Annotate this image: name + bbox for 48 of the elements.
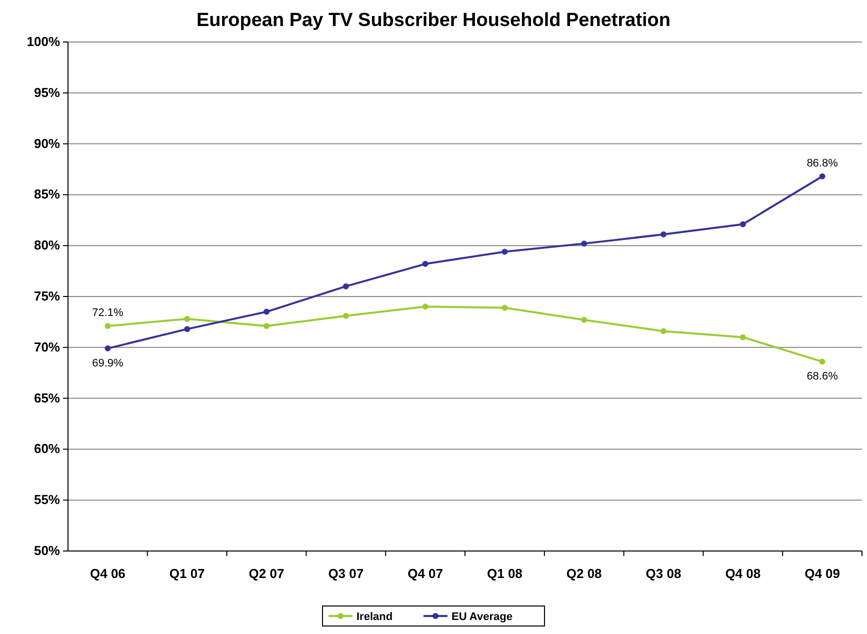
point (502, 248, 508, 255)
y-tick-label: 90% (34, 136, 60, 151)
data-label: 72.1% (92, 307, 124, 320)
x-tick-label: Q4 09 (804, 566, 840, 581)
point (264, 323, 270, 330)
point (422, 304, 428, 310)
y-tick-label: 50% (34, 543, 60, 558)
point (422, 260, 428, 267)
y-tick-label: 85% (34, 186, 60, 202)
point (342, 283, 349, 290)
point (184, 316, 190, 322)
x-tick-label: Q4 06 (90, 566, 126, 581)
x-tick-label: Q2 08 (566, 566, 602, 581)
x-tick-label: Q2 07 (248, 566, 284, 581)
data-label: 86.8% (806, 157, 838, 170)
point (264, 308, 270, 315)
point (819, 358, 826, 365)
point (104, 345, 111, 352)
point (740, 221, 746, 228)
y-tick-label: 65% (34, 390, 60, 406)
point (660, 328, 666, 334)
point (184, 326, 190, 332)
x-tick-label: Q1 07 (169, 566, 205, 581)
x-tick-label: Q3 07 (328, 566, 364, 581)
point (342, 312, 349, 319)
y-tick-label: 100% (26, 34, 60, 49)
y-tick-label: 80% (34, 238, 60, 253)
point (502, 304, 508, 311)
y-tick-label: 70% (34, 339, 60, 354)
x-tick-label: Q4 07 (408, 566, 444, 581)
point (740, 334, 746, 340)
x-tick-label: Q4 08 (725, 566, 761, 581)
y-tick-label: 55% (34, 492, 60, 508)
chart-title: European Pay TV Subscriber Household Penetration (196, 10, 671, 31)
point (104, 323, 111, 330)
x-tick-label: Q3 08 (646, 566, 682, 581)
point (819, 173, 826, 180)
y-tick-label: 60% (34, 441, 60, 456)
x-tick-label: Q1 08 (486, 566, 522, 581)
point (660, 231, 666, 238)
y-tick-label: 95% (34, 84, 60, 100)
data-label: 68.6% (806, 370, 838, 383)
point (581, 240, 588, 247)
y-tick-label: 75% (34, 288, 60, 304)
point (581, 316, 588, 323)
legend-label: Ireland (356, 611, 393, 623)
data-label: 69.9% (92, 357, 124, 370)
legend-label: EU Average (452, 611, 512, 623)
